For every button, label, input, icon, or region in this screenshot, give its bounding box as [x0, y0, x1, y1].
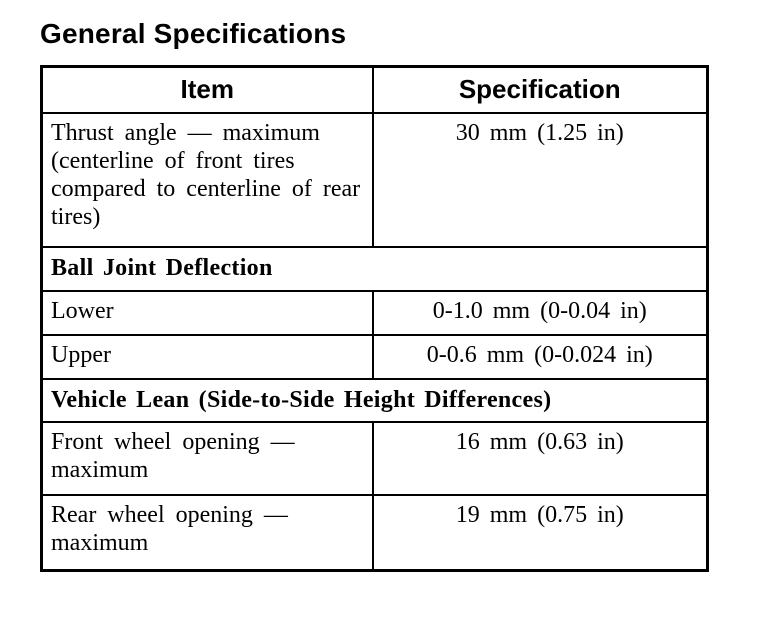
table-row-lower: Lower 0-1.0 mm (0-0.04 in) — [40, 289, 709, 336]
section-label-ball-joint-deflection: Ball Joint Deflection — [40, 245, 709, 292]
page-title: General Specifications — [40, 18, 347, 49]
item-column-header: Item — [40, 65, 374, 114]
spec-cell-thrust-angle: 30 mm (1.25 in) — [371, 111, 709, 248]
item-cell-front-wheel-opening: Front wheel opening — maximum — [40, 420, 374, 496]
table-row-front-wheel-opening: Front wheel opening — maximum 16 mm (0.6… — [40, 420, 709, 496]
section-label-vehicle-lean: Vehicle Lean (Side-to-Side Height Differ… — [40, 377, 709, 423]
spec-cell-rear-wheel-opening: 19 mm (0.75 in) — [371, 493, 709, 572]
item-cell-thrust-angle: Thrust angle — maximum (centerline of fr… — [40, 111, 374, 248]
spec-cell-lower: 0-1.0 mm (0-0.04 in) — [371, 289, 709, 336]
section-row-ball-joint-deflection: Ball Joint Deflection — [40, 245, 709, 292]
specifications-table: Item Specification Thrust angle — maximu… — [40, 65, 709, 572]
item-cell-rear-wheel-opening: Rear wheel opening — maximum — [40, 493, 374, 572]
table-row-thrust-angle: Thrust angle — maximum (centerline of fr… — [40, 111, 709, 248]
table-row-rear-wheel-opening: Rear wheel opening — maximum 19 mm (0.75… — [40, 493, 709, 572]
spec-cell-upper: 0-0.6 mm (0-0.024 in) — [371, 333, 709, 380]
section-row-vehicle-lean: Vehicle Lean (Side-to-Side Height Differ… — [40, 377, 709, 423]
item-cell-upper: Upper — [40, 333, 374, 380]
table-row-upper: Upper 0-0.6 mm (0-0.024 in) — [40, 333, 709, 380]
specification-column-header: Specification — [371, 65, 709, 114]
item-cell-lower: Lower — [40, 289, 374, 336]
spec-cell-front-wheel-opening: 16 mm (0.63 in) — [371, 420, 709, 496]
page: General Specifications Item Specificatio… — [40, 18, 709, 572]
table-header-row: Item Specification — [40, 65, 709, 114]
